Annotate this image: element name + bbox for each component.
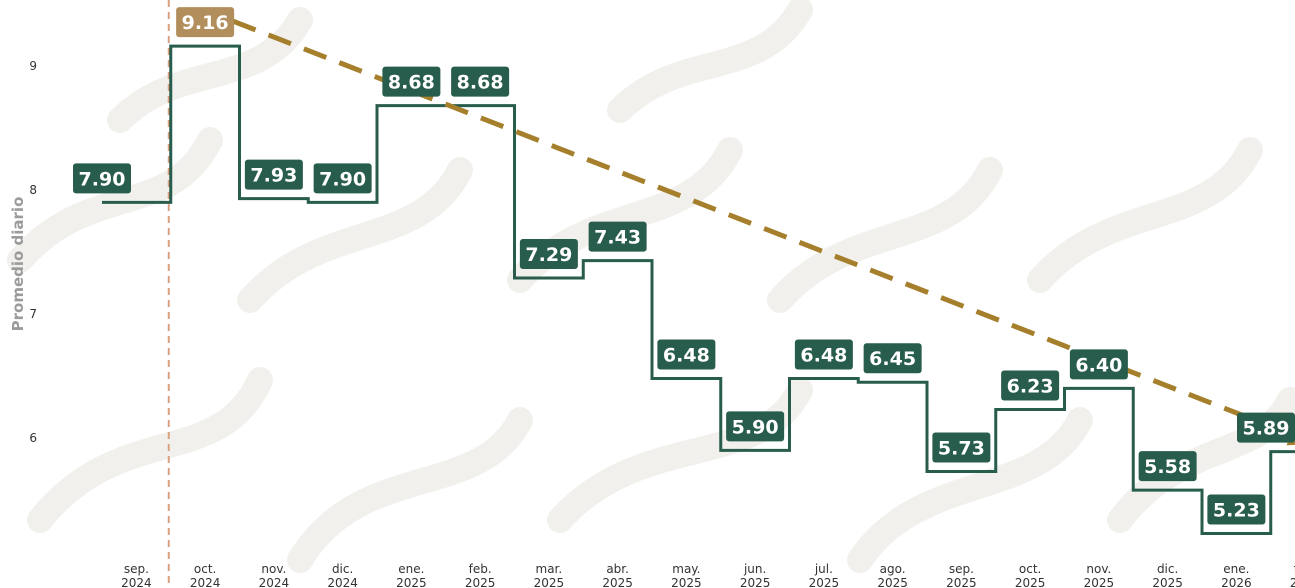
data-label-background xyxy=(1001,370,1060,401)
data-label-background xyxy=(1069,349,1128,380)
x-tick-label: mar. 2025 xyxy=(534,562,565,588)
x-tick-label: nov. 2025 xyxy=(1084,562,1115,588)
data-label-background xyxy=(313,163,372,194)
x-axis-ticks: sep. 2024 oct. 2024 nov. 2024 dic. 2024 ene. 2025… xyxy=(121,562,1295,588)
data-label: 8.68 xyxy=(457,72,504,94)
data-labels: 7.90 9.16 7.93 7.90 8.68 8.68 7.29 7.43 6.48 5.90… xyxy=(73,7,1295,525)
x-tick-label: sep. 2024 xyxy=(121,562,152,588)
x-tick-label: oct. 2024 xyxy=(190,562,221,588)
x-tick-label: may. 2025 xyxy=(671,562,702,588)
background-swirl xyxy=(7,127,223,273)
x-tick-label: feb.2026 xyxy=(1290,562,1295,588)
data-label-background xyxy=(451,66,510,97)
x-tick-label: ene. 2026 xyxy=(1221,562,1252,588)
data-label: 7.43 xyxy=(594,227,641,249)
data-label-background xyxy=(73,163,131,194)
data-label-badge: 7.43 xyxy=(588,221,647,252)
y-axis-label: Promedio diario xyxy=(9,197,27,332)
x-tick-label: ene. 2025 xyxy=(396,562,427,588)
data-label: 8.68 xyxy=(388,72,435,94)
data-label: 5.73 xyxy=(938,437,985,459)
data-label-background xyxy=(1138,451,1197,482)
x-tick-label: jul. 2025 xyxy=(809,562,840,588)
data-label: 5.58 xyxy=(1144,456,1191,478)
data-label-badge: 7.90 xyxy=(313,163,372,194)
background-swirl xyxy=(27,367,273,533)
data-label-badge: 5.90 xyxy=(726,411,785,442)
x-tick-label: dic. 2024 xyxy=(327,562,358,588)
data-label-badge: 6.40 xyxy=(1069,349,1128,380)
data-label-badge: 5.73 xyxy=(932,432,991,463)
data-label-background xyxy=(1237,412,1295,443)
data-label: 6.45 xyxy=(869,348,916,370)
data-label: 7.93 xyxy=(250,165,297,187)
data-label-badge: 5.23 xyxy=(1207,494,1266,525)
data-label-badge: 6.48 xyxy=(794,339,853,370)
x-tick-label: abr. 2025 xyxy=(602,562,633,588)
y-tick-label: 6 xyxy=(29,431,37,445)
data-label: 5.23 xyxy=(1213,499,1260,521)
data-label-badge: 6.23 xyxy=(1001,370,1060,401)
x-tick-label: nov. 2024 xyxy=(259,562,290,588)
data-label-badge: 7.29 xyxy=(519,239,578,270)
data-label-badge: 8.68 xyxy=(451,66,510,97)
data-label-background xyxy=(382,66,441,97)
data-label-background xyxy=(863,343,922,374)
data-label: 5.89 xyxy=(1243,418,1290,440)
data-label-badge: 9.16 xyxy=(176,7,235,38)
data-label-badge: 6.45 xyxy=(863,343,922,374)
data-label-background xyxy=(657,339,716,370)
x-tick-label: ago. 2025 xyxy=(877,562,908,588)
data-label-badge: 5.89 xyxy=(1237,412,1295,443)
x-tick-label: oct. 2025 xyxy=(1015,562,1046,588)
y-axis-ticks: 6 7 8 9 xyxy=(29,59,37,445)
background-swirl xyxy=(847,407,1093,573)
data-label-badge: 8.68 xyxy=(382,66,441,97)
background-swirl xyxy=(767,157,1003,313)
data-label-background xyxy=(1207,494,1266,525)
x-tick-label: dic. 2025 xyxy=(1152,562,1183,588)
data-label-background xyxy=(726,411,785,442)
background-swirl xyxy=(1027,137,1263,293)
background-swirl xyxy=(237,157,473,313)
data-label: 7.90 xyxy=(79,168,126,190)
data-label-background xyxy=(588,221,647,252)
series-step-line xyxy=(102,44,1295,535)
data-label: 6.23 xyxy=(1007,375,1054,397)
data-label-background xyxy=(244,159,303,190)
data-label-badge: 7.90 xyxy=(73,163,131,194)
data-label: 7.29 xyxy=(525,244,572,266)
y-tick-label: 7 xyxy=(29,307,37,321)
data-label: 9.16 xyxy=(182,12,229,34)
x-tick-label: feb. 2025 xyxy=(465,562,496,588)
data-label-background xyxy=(932,432,991,463)
background-swirl xyxy=(287,407,533,573)
y-tick-label: 8 xyxy=(29,183,37,197)
data-label-background xyxy=(794,339,853,370)
data-label: 7.90 xyxy=(319,168,366,190)
data-label-background xyxy=(176,7,235,38)
background-swirl xyxy=(607,0,813,123)
data-label: 6.40 xyxy=(1075,354,1122,376)
data-label-badge: 5.58 xyxy=(1138,451,1197,482)
x-tick-label: sep. 2025 xyxy=(946,562,977,588)
background-pattern xyxy=(7,0,1295,573)
x-tick-label: jun. 2025 xyxy=(740,562,771,588)
data-label-background xyxy=(519,239,578,270)
background-swirl xyxy=(547,377,813,533)
data-label: 6.48 xyxy=(663,344,710,366)
data-label-badge: 7.93 xyxy=(244,159,303,190)
data-label: 6.48 xyxy=(800,344,847,366)
y-tick-label: 9 xyxy=(29,59,37,73)
data-label-badge: 6.48 xyxy=(657,339,716,370)
data-label: 5.90 xyxy=(732,416,779,438)
